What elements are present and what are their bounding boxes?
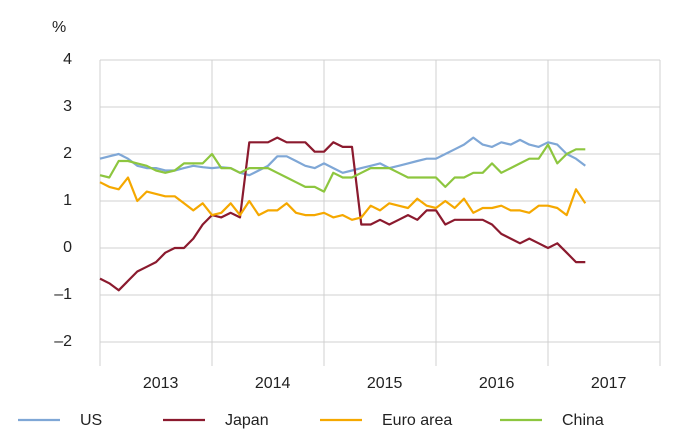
y-axis-label: % xyxy=(52,19,66,36)
legend-label: Euro area xyxy=(382,412,452,429)
y-tick-label: 3 xyxy=(63,98,72,115)
y-tick-label: 0 xyxy=(63,239,72,256)
legend-label: US xyxy=(80,412,102,429)
series-line xyxy=(99,136,586,292)
series-line xyxy=(99,136,586,177)
legend-label: Japan xyxy=(225,412,269,429)
series-line xyxy=(99,176,587,221)
x-tick-label: 2017 xyxy=(591,375,627,392)
x-tick-label: 2016 xyxy=(479,375,515,392)
y-tick-label: 2 xyxy=(63,145,72,162)
y-tick-label: –2 xyxy=(54,333,72,350)
y-tick-label: 1 xyxy=(63,192,72,209)
y-tick-label: –1 xyxy=(54,286,72,303)
x-tick-label: 2015 xyxy=(367,375,403,392)
x-tick-label: 2014 xyxy=(255,375,291,392)
x-tick-label: 2013 xyxy=(143,375,179,392)
series-line xyxy=(99,143,586,193)
y-tick-label: 4 xyxy=(63,51,72,68)
legend-label: China xyxy=(562,412,604,429)
